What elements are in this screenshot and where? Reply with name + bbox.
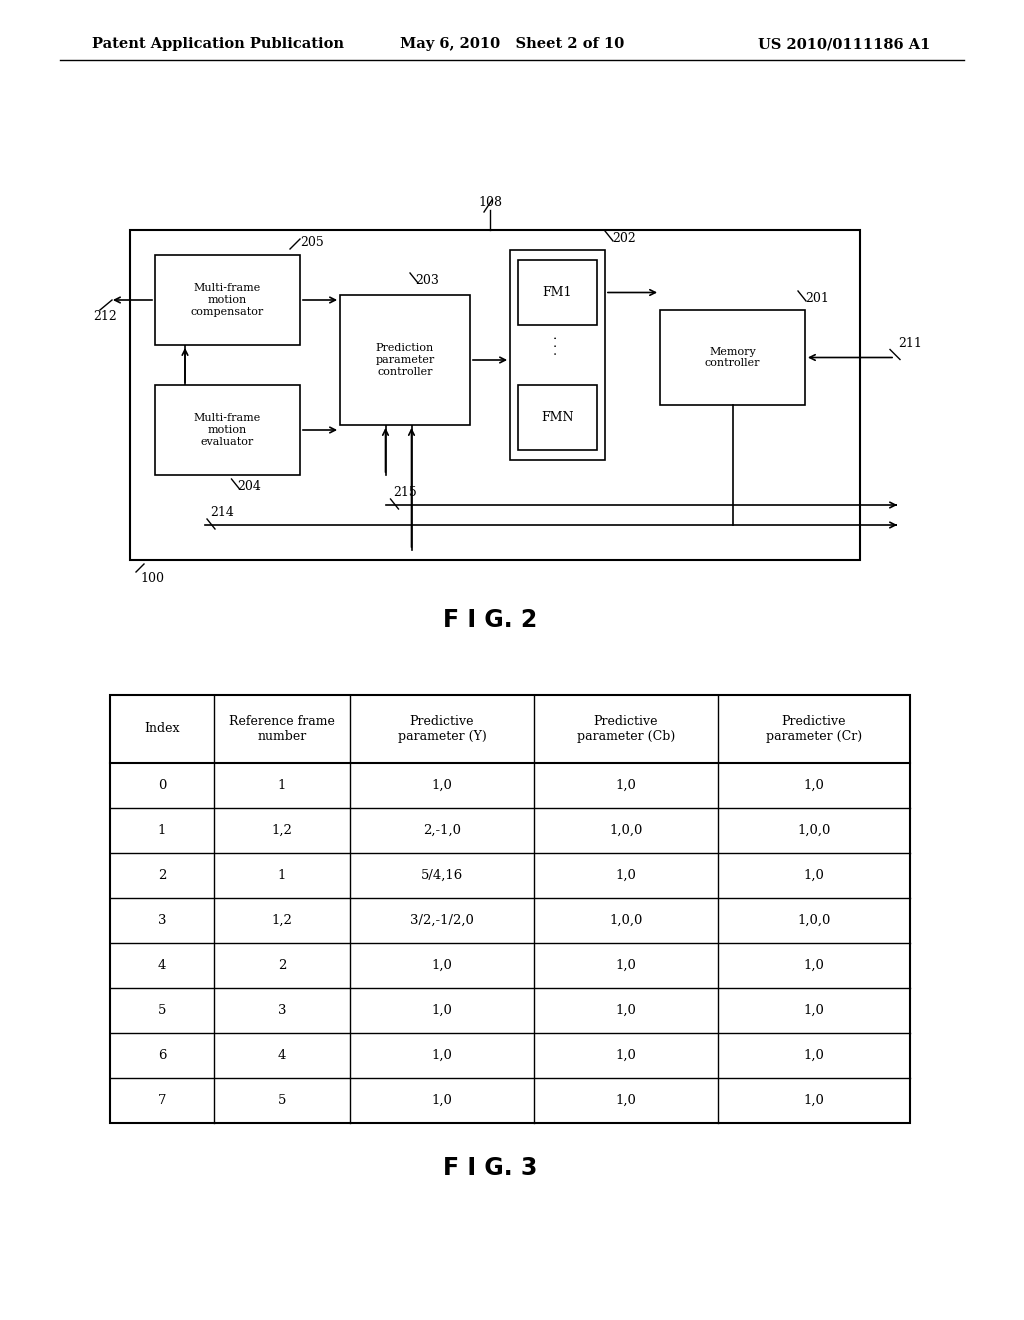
Bar [660,310,805,405]
Text: 4: 4 [278,1049,286,1063]
Text: 1,0,0: 1,0,0 [798,913,830,927]
Text: 1,0: 1,0 [431,1005,453,1016]
Text: 7: 7 [158,1094,166,1107]
Text: 1,0: 1,0 [431,779,453,792]
Text: 1,0: 1,0 [615,869,637,882]
Text: 100: 100 [140,572,164,585]
Text: Index: Index [144,722,180,735]
Bar [130,230,860,560]
Text: 215: 215 [393,487,417,499]
Text: FM1: FM1 [543,286,572,300]
Text: 1,0: 1,0 [615,1094,637,1107]
Text: Patent Application Publication: Patent Application Publication [92,37,344,51]
Text: · · ·: · · · [551,335,564,355]
Text: 3: 3 [278,1005,287,1016]
Text: 1,0: 1,0 [431,960,453,972]
Text: 205: 205 [300,236,324,249]
Text: 1,0: 1,0 [615,1049,637,1063]
Bar [518,260,597,325]
Text: 1,0: 1,0 [431,1049,453,1063]
Text: 2: 2 [158,869,166,882]
Text: Predictive
parameter (Cb): Predictive parameter (Cb) [577,715,675,743]
Text: 6: 6 [158,1049,166,1063]
Text: 214: 214 [210,507,233,520]
Bar [518,385,597,450]
Text: 1,0: 1,0 [804,779,824,792]
Text: 0: 0 [158,779,166,792]
Text: 1,0: 1,0 [431,1094,453,1107]
Text: 1,0: 1,0 [804,960,824,972]
Text: 203: 203 [415,273,439,286]
Text: 212: 212 [93,309,117,322]
Text: Predictive
parameter (Cr): Predictive parameter (Cr) [766,715,862,743]
Text: 1,0: 1,0 [804,1094,824,1107]
Text: 2,-1,0: 2,-1,0 [423,824,461,837]
Text: Multi-frame
motion
compensator: Multi-frame motion compensator [190,284,264,317]
Text: 3: 3 [158,913,166,927]
Text: Multi-frame
motion
evaluator: Multi-frame motion evaluator [194,413,261,446]
Text: F I G. 2: F I G. 2 [442,609,538,632]
Text: 1: 1 [158,824,166,837]
Text: 1,0: 1,0 [804,1005,824,1016]
Text: 204: 204 [238,480,261,494]
Text: Prediction
parameter
controller: Prediction parameter controller [376,343,434,376]
Text: 2: 2 [278,960,286,972]
Text: 1,0,0: 1,0,0 [609,913,643,927]
Text: 1,0: 1,0 [615,1005,637,1016]
Text: 1,0: 1,0 [804,869,824,882]
Text: 1: 1 [278,869,286,882]
Text: 1,0,0: 1,0,0 [609,824,643,837]
Text: Reference frame
number: Reference frame number [229,715,335,743]
Bar [155,385,300,475]
Text: 1,0: 1,0 [615,960,637,972]
Text: 201: 201 [805,292,828,305]
Text: 1,2: 1,2 [271,913,293,927]
Text: May 6, 2010   Sheet 2 of 10: May 6, 2010 Sheet 2 of 10 [400,37,624,51]
Text: 3/2,-1/2,0: 3/2,-1/2,0 [410,913,474,927]
Bar [510,249,605,459]
Bar [110,696,910,1123]
Text: 5: 5 [278,1094,286,1107]
Text: 1,0: 1,0 [615,779,637,792]
Text: 1,2: 1,2 [271,824,293,837]
Text: F I G. 3: F I G. 3 [442,1156,538,1180]
Text: 5: 5 [158,1005,166,1016]
Text: 108: 108 [478,195,502,209]
Bar [340,294,470,425]
Text: 1: 1 [278,779,286,792]
Text: 202: 202 [612,231,636,244]
Text: 5/4,16: 5/4,16 [421,869,463,882]
Text: 1,0,0: 1,0,0 [798,824,830,837]
Text: FMN: FMN [542,411,573,424]
Text: 1,0: 1,0 [804,1049,824,1063]
Text: Predictive
parameter (Y): Predictive parameter (Y) [397,715,486,743]
Bar [155,255,300,345]
Text: 211: 211 [898,337,922,350]
Text: US 2010/0111186 A1: US 2010/0111186 A1 [758,37,930,51]
Text: 4: 4 [158,960,166,972]
Text: Memory
controller: Memory controller [705,347,760,368]
